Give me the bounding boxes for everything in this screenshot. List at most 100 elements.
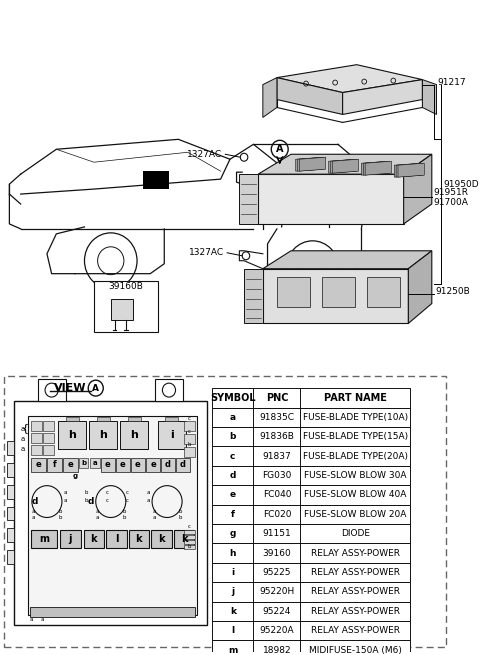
Text: h: h (130, 430, 138, 440)
Bar (43, 445, 54, 455)
Bar (212, 388, 410, 407)
Text: 1327AC: 1327AC (189, 248, 224, 257)
Text: a: a (21, 436, 25, 442)
Text: d: d (165, 460, 171, 469)
Polygon shape (394, 163, 420, 177)
Bar (7, 529, 14, 542)
Text: j: j (69, 534, 72, 544)
Text: b: b (59, 509, 62, 514)
Polygon shape (343, 80, 422, 115)
Bar (212, 544, 410, 563)
Text: c: c (126, 490, 129, 495)
Text: a: a (230, 413, 236, 422)
Text: A: A (92, 384, 99, 392)
Text: RELAY ASSY-POWER: RELAY ASSY-POWER (311, 549, 400, 557)
Polygon shape (404, 155, 432, 224)
Bar (7, 485, 14, 498)
Bar (31, 433, 42, 443)
Bar (63, 458, 78, 472)
Bar (7, 550, 14, 564)
Bar (94, 280, 158, 332)
Bar (155, 379, 183, 401)
Bar (212, 582, 410, 601)
Polygon shape (298, 157, 324, 171)
Text: e: e (120, 460, 126, 469)
Text: 1327AC: 1327AC (187, 150, 222, 159)
Text: A: A (276, 144, 284, 155)
Bar (43, 433, 54, 443)
Text: m: m (39, 534, 49, 544)
Bar (177, 458, 190, 472)
Bar (212, 446, 410, 466)
Text: e: e (135, 460, 141, 469)
Bar (165, 417, 179, 421)
Text: FC020: FC020 (263, 510, 291, 519)
Bar (132, 458, 144, 472)
Text: FUSE-BLADE TYPE(10A): FUSE-BLADE TYPE(10A) (303, 413, 408, 422)
Polygon shape (365, 161, 391, 175)
Bar (158, 421, 186, 449)
Text: b: b (179, 515, 182, 520)
Text: a: a (29, 616, 33, 622)
Text: d: d (180, 460, 186, 469)
Bar (212, 407, 410, 427)
Bar (90, 458, 99, 468)
Text: f: f (53, 460, 56, 469)
Text: b: b (179, 509, 182, 514)
Bar (28, 416, 197, 615)
Text: k: k (158, 534, 165, 544)
Text: 91836B: 91836B (260, 432, 294, 441)
Bar (212, 621, 410, 641)
Text: SYMBOL: SYMBOL (210, 393, 256, 403)
Text: b: b (84, 490, 88, 495)
Text: MIDIFUSE-150A (M6): MIDIFUSE-150A (M6) (309, 646, 402, 654)
Text: 95220H: 95220H (259, 588, 295, 597)
Text: i: i (231, 568, 234, 577)
Polygon shape (328, 159, 355, 173)
Text: h: h (99, 430, 107, 440)
Text: 95225: 95225 (263, 568, 291, 577)
Bar (146, 458, 159, 472)
Text: RELAY ASSY-POWER: RELAY ASSY-POWER (311, 626, 400, 635)
Polygon shape (330, 159, 357, 173)
Bar (184, 540, 195, 544)
Text: FC040: FC040 (263, 491, 291, 499)
Text: 91217: 91217 (437, 78, 466, 87)
Text: d: d (229, 471, 236, 480)
Text: i: i (170, 430, 174, 440)
Text: c: c (188, 416, 191, 421)
Text: PNC: PNC (265, 393, 288, 403)
Bar (212, 485, 410, 504)
Bar (277, 276, 310, 307)
Text: e: e (150, 460, 156, 469)
Text: a: a (40, 616, 44, 622)
Text: e: e (68, 460, 73, 469)
Bar (96, 417, 110, 421)
Bar (14, 401, 206, 625)
Text: a: a (32, 515, 36, 520)
Polygon shape (332, 159, 359, 173)
Text: d: d (32, 497, 38, 506)
Text: 95220A: 95220A (260, 626, 294, 635)
Text: 91151: 91151 (263, 529, 291, 538)
Text: FUSE-BLADE TYPE(15A): FUSE-BLADE TYPE(15A) (303, 432, 408, 441)
Text: {: { (22, 423, 29, 433)
Text: b: b (188, 544, 192, 549)
Text: b: b (122, 515, 126, 520)
Polygon shape (396, 163, 422, 177)
Text: l: l (115, 534, 118, 544)
Bar (37, 379, 66, 401)
Polygon shape (263, 269, 408, 324)
Bar (212, 563, 410, 582)
Bar (212, 524, 410, 544)
Text: l: l (231, 626, 234, 635)
Text: b: b (229, 432, 236, 441)
Bar (58, 421, 86, 449)
Text: VIEW: VIEW (54, 383, 87, 393)
Bar (174, 531, 194, 548)
Polygon shape (300, 157, 326, 171)
Bar (367, 276, 400, 307)
Text: 18982: 18982 (263, 646, 291, 654)
Text: a: a (96, 515, 99, 520)
Bar (84, 531, 104, 548)
